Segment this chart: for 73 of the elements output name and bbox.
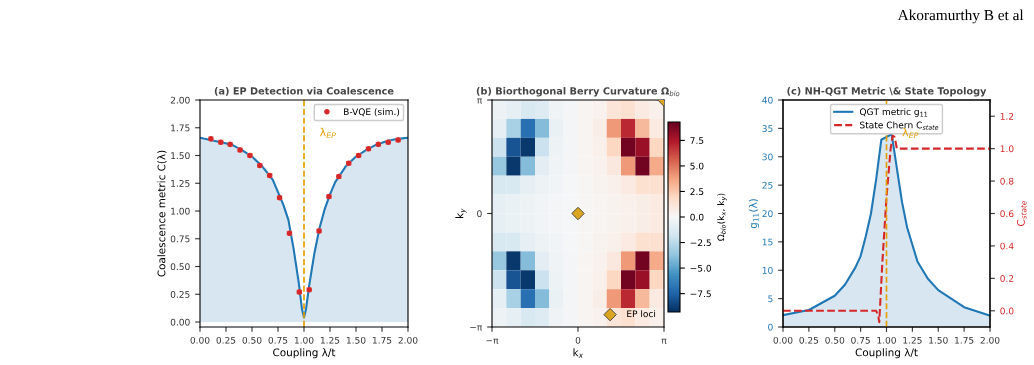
ref-line-label: λ$_{EP}$ xyxy=(319,127,336,139)
y-tick-label: 1.50 xyxy=(171,152,190,160)
y-tick-label: 1.00 xyxy=(171,207,190,215)
x-tick-label: 1.25 xyxy=(320,336,340,344)
y-tick-label: 2.00 xyxy=(170,96,190,104)
x-tick-label: 1.00 xyxy=(294,336,314,344)
x-tick-label: π xyxy=(661,338,667,344)
text: Akoramurthy B et al xyxy=(897,9,1024,24)
y-tick-label: 1.75 xyxy=(171,124,190,132)
y-axis-title: Coalescence metric C(λ) xyxy=(157,150,167,277)
y2-tick-label: 0.8 xyxy=(1000,177,1014,185)
y-tick-label: 40 xyxy=(762,96,773,104)
y-tick-label: 0 xyxy=(768,323,773,331)
y-tick-label: 0.25 xyxy=(170,290,190,298)
x-axis-title: k$_{x}$ xyxy=(573,348,584,358)
y-tick-label: 35 xyxy=(762,125,773,132)
x-axis-title: Coupling λ/t xyxy=(855,348,918,359)
y2-tick-label: 0.0 xyxy=(1000,307,1014,315)
x-tick-label: 0.75 xyxy=(851,336,870,344)
chart-title: (c) NH-QGT Metric \& State Topology xyxy=(787,87,987,97)
legend-label: EP loci xyxy=(627,310,656,318)
y-tick-label: 15 xyxy=(762,238,773,246)
color-bar-label: −7.5 xyxy=(690,290,711,298)
y2-tick-label: 0.4 xyxy=(1000,242,1014,250)
color-bar-label: 5.0 xyxy=(690,162,704,170)
y2-tick-label: 0.2 xyxy=(1000,275,1014,282)
color-bar-label: −5.0 xyxy=(690,264,712,272)
x-tick-label: 1.50 xyxy=(929,336,948,344)
y-axis-title: k$_{y}$ xyxy=(455,208,467,218)
y-tick-label: 25 xyxy=(762,181,773,189)
y-tick-label: 10 xyxy=(762,266,773,274)
legend-label: B-VQE (sim.) xyxy=(344,108,400,117)
color-bar-label: 2.5 xyxy=(690,188,704,196)
x-tick-label: 0.00 xyxy=(773,336,793,344)
y-tick-label: 0.50 xyxy=(170,263,190,271)
legend-label: State Chern C$_{state}$ xyxy=(860,121,939,130)
y2-tick-label: 1.0 xyxy=(1000,145,1014,153)
x-tick-label: 2.00 xyxy=(398,336,418,344)
x-tick-label: 0.00 xyxy=(190,336,210,344)
x-tick-label: 2.00 xyxy=(980,336,1000,344)
chart-title: (b) Biorthogonal Berry Curvature Ω$_{bio}$ xyxy=(476,87,680,97)
y-tick-label: 1.25 xyxy=(171,179,190,187)
x-tick-label: 0.75 xyxy=(268,336,288,344)
x-tick-label: 0.50 xyxy=(825,336,845,344)
x-tick-label: 0.25 xyxy=(216,336,236,344)
legend-label: QGT metric g$_{11}$ xyxy=(859,108,928,117)
y-tick-label: 30 xyxy=(762,153,773,161)
y-tick-label: 0.00 xyxy=(170,318,190,326)
y-axis-title: g$_{11}$(λ) xyxy=(748,199,759,229)
y-tick-label: 5 xyxy=(768,295,773,303)
x-tick-label: 1.25 xyxy=(903,336,922,344)
color-bar-title: Ω$_{bio}$(k$_{x}$, k$_{y}$) xyxy=(717,193,727,241)
y2-axis-title: C$_{state}$ xyxy=(1016,201,1027,226)
y-tick-label: π xyxy=(477,98,483,104)
color-bar-label: −2.5 xyxy=(690,239,711,247)
x-tick-label: 0 xyxy=(575,336,581,344)
color-bar-label: 0.0 xyxy=(690,213,704,221)
x-tick-label: 1.75 xyxy=(955,337,974,344)
color-bar-label: 7.5 xyxy=(690,137,704,144)
y-tick-label: 0.75 xyxy=(170,235,190,243)
chart-title: (a) EP Detection via Coalescence xyxy=(214,87,394,96)
y2-tick-label: 1.2 xyxy=(1000,112,1014,120)
y2-tick-label: 0.6 xyxy=(1000,210,1014,218)
x-tick-label: −π xyxy=(486,338,499,344)
x-tick-label: 1.00 xyxy=(877,336,896,344)
x-axis-title: Coupling λ/t xyxy=(273,348,336,359)
x-tick-label: 1.75 xyxy=(372,337,392,344)
y-tick-label: 20 xyxy=(762,210,773,218)
y-tick-label: −π xyxy=(470,325,483,331)
x-tick-label: 1.50 xyxy=(346,336,366,344)
y-tick-label: 0 xyxy=(477,210,482,218)
x-tick-label: 0.50 xyxy=(242,336,262,344)
x-tick-label: 0.25 xyxy=(799,336,819,344)
